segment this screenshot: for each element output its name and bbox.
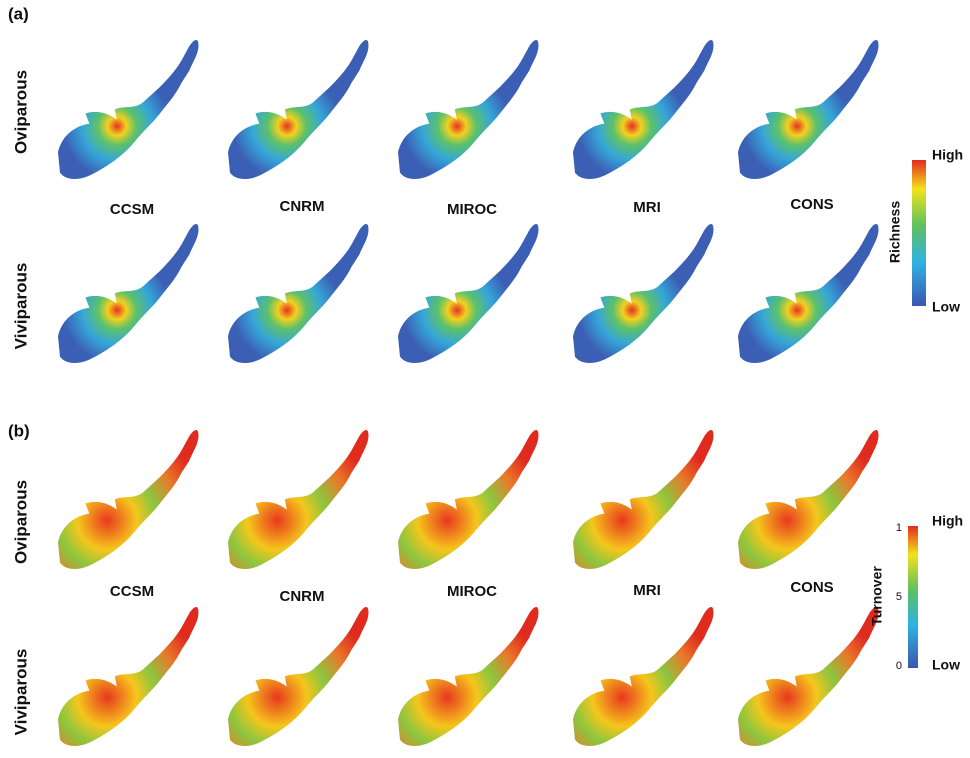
legend-title: Turnover bbox=[869, 566, 885, 626]
map bbox=[573, 40, 713, 179]
panel-label: (a) bbox=[8, 4, 29, 23]
row-label: Viviparous bbox=[11, 263, 30, 350]
map bbox=[738, 224, 878, 363]
panel-label: (b) bbox=[8, 421, 30, 440]
legend-high: High bbox=[932, 513, 963, 529]
column-label: CCSM bbox=[110, 583, 154, 600]
color-bar bbox=[912, 160, 926, 306]
column-label: MIROC bbox=[447, 201, 497, 218]
column-label: MIROC bbox=[447, 583, 497, 600]
column-label: CONS bbox=[790, 196, 833, 213]
page: {"panels": [ {"label": "(a)", "rows": ["… bbox=[0, 0, 970, 758]
map bbox=[398, 224, 538, 363]
map bbox=[738, 430, 878, 569]
column-label: CNRM bbox=[280, 588, 325, 605]
map bbox=[573, 430, 713, 569]
map bbox=[738, 40, 878, 179]
map bbox=[228, 40, 368, 179]
map bbox=[58, 224, 198, 363]
legend-low: Low bbox=[932, 299, 960, 315]
map bbox=[398, 607, 538, 746]
map bbox=[738, 607, 878, 746]
legend-tick: 0 bbox=[896, 660, 902, 672]
map bbox=[573, 607, 713, 746]
map bbox=[228, 430, 368, 569]
column-label: CCSM bbox=[110, 201, 154, 218]
map bbox=[228, 224, 368, 363]
legend-title: Richness bbox=[887, 201, 903, 263]
map bbox=[58, 430, 198, 569]
legend-tick: 5 bbox=[896, 591, 902, 603]
map bbox=[58, 40, 198, 179]
column-label: MRI bbox=[633, 582, 661, 599]
color-bar bbox=[908, 526, 918, 668]
map bbox=[398, 430, 538, 569]
column-label: CONS bbox=[790, 579, 833, 596]
legend-low: Low bbox=[932, 657, 960, 673]
map bbox=[228, 607, 368, 746]
legend-high: High bbox=[932, 147, 963, 163]
row-label: Oviparous bbox=[11, 70, 30, 154]
legend-tick: 1 bbox=[896, 522, 902, 534]
row-label: Oviparous bbox=[11, 480, 30, 564]
figure: (a) Oviparous Viviparous CCSM CNRM MIROC MRI CO… bbox=[0, 0, 970, 758]
row-label: Viviparous bbox=[11, 649, 30, 736]
map bbox=[398, 40, 538, 179]
map bbox=[58, 607, 198, 746]
column-label: CNRM bbox=[280, 198, 325, 215]
column-label: MRI bbox=[633, 199, 661, 216]
map bbox=[573, 224, 713, 363]
